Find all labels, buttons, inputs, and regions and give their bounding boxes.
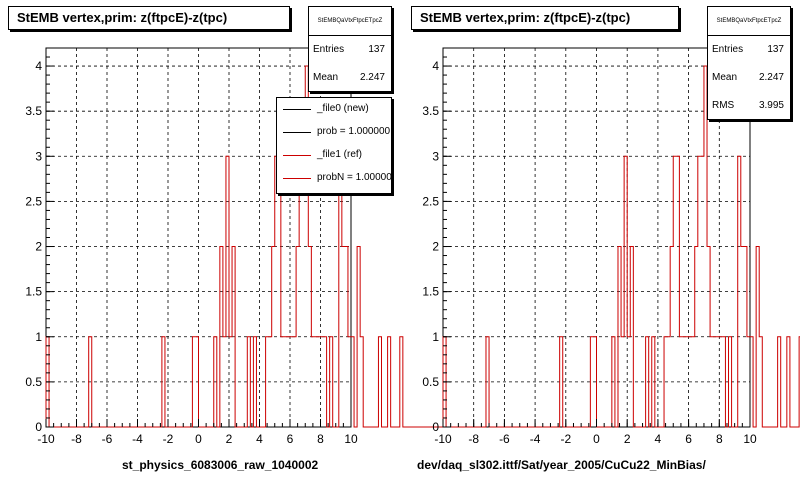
stats-value: 3.995 bbox=[758, 100, 784, 111]
x-tick-label: 0 bbox=[195, 432, 202, 446]
y-tick-label: 3.5 bbox=[422, 104, 439, 118]
x-tick-label: 4 bbox=[655, 432, 662, 446]
y-tick-label: 3 bbox=[35, 149, 42, 163]
legend-swatch bbox=[283, 109, 311, 110]
stats-histogram-name: StEMBQaVtxFtpcETpcZ bbox=[708, 7, 790, 36]
stats-value: 137 bbox=[368, 44, 385, 55]
y-tick-label: 4 bbox=[35, 59, 42, 73]
x-tick-label: 10 bbox=[743, 432, 757, 446]
legend-entry: _file0 (new) bbox=[277, 98, 391, 121]
y-tick-label: 2 bbox=[35, 240, 42, 254]
stats-row-mean: Mean 2.247 bbox=[708, 64, 790, 92]
y-tick-label: 1 bbox=[35, 330, 42, 344]
x-tick-label: 6 bbox=[685, 432, 692, 446]
legend-swatch bbox=[283, 155, 311, 156]
stats-row-entries: Entries 137 bbox=[708, 36, 790, 64]
x-tick-label: 8 bbox=[317, 432, 324, 446]
histogram-series bbox=[442, 65, 800, 428]
y-tick-label: 0 bbox=[35, 420, 42, 434]
chart-title-left: StEMB vertex,prim: z(ftpcE)-z(tpc) bbox=[8, 6, 290, 30]
stats-key: Mean bbox=[313, 72, 339, 83]
y-tick-label: 2.5 bbox=[25, 194, 42, 208]
x-axis-label-left: st_physics_6083006_raw_1040002 bbox=[122, 458, 319, 472]
stats-box-left: StEMBQaVtxFtpcETpcZ Entries 137 Mean 2.2… bbox=[308, 6, 392, 92]
stats-row-entries: Entries 137 bbox=[309, 36, 391, 64]
y-tick-label: 0.5 bbox=[422, 375, 439, 389]
x-tick-label: -6 bbox=[102, 432, 113, 446]
y-tick-label: 4 bbox=[432, 59, 439, 73]
y-tick-label: 0 bbox=[432, 420, 439, 434]
y-tick-label: 3 bbox=[432, 149, 439, 163]
x-tick-label: 4 bbox=[256, 432, 263, 446]
x-tick-label: -10 bbox=[434, 432, 452, 446]
x-tick-label: -6 bbox=[499, 432, 510, 446]
x-tick-label: -10 bbox=[37, 432, 55, 446]
x-tick-label: -8 bbox=[468, 432, 479, 446]
x-tick-label: 6 bbox=[287, 432, 294, 446]
x-tick-label: -2 bbox=[560, 432, 571, 446]
legend-label: _file1 (ref) bbox=[317, 149, 363, 160]
x-tick-label: 2 bbox=[624, 432, 631, 446]
x-tick-label: -2 bbox=[163, 432, 174, 446]
stats-histogram-name: StEMBQaVtxFtpcETpcZ bbox=[309, 7, 391, 36]
stats-key: RMS bbox=[712, 100, 735, 111]
x-tick-label: 10 bbox=[344, 432, 358, 446]
y-tick-label: 2 bbox=[432, 240, 439, 254]
x-tick-label: -4 bbox=[530, 432, 541, 446]
x-tick-label: 8 bbox=[716, 432, 723, 446]
stats-value: 137 bbox=[767, 44, 784, 55]
stats-key: Entries bbox=[313, 44, 345, 55]
x-tick-label: -4 bbox=[132, 432, 143, 446]
stats-key: Entries bbox=[712, 44, 744, 55]
stats-key: Mean bbox=[712, 72, 738, 83]
y-tick-label: 1 bbox=[432, 330, 439, 344]
x-tick-label: 0 bbox=[593, 432, 600, 446]
stats-row-rms: RMS 3.995 bbox=[708, 92, 790, 120]
legend-entry: prob = 1.000000 bbox=[277, 121, 391, 144]
legend-left: _file0 (new) prob = 1.000000 _file1 (ref… bbox=[276, 97, 392, 194]
stats-row-mean: Mean 2.247 bbox=[309, 64, 391, 92]
chart-title-right: StEMB vertex,prim: z(ftpcE)-z(tpc) bbox=[411, 6, 679, 30]
legend-entry: probN = 1.000000 bbox=[277, 167, 391, 190]
x-tick-label: -8 bbox=[71, 432, 82, 446]
y-tick-label: 1.5 bbox=[25, 285, 42, 299]
y-tick-label: 0.5 bbox=[25, 375, 42, 389]
stats-box-right: StEMBQaVtxFtpcETpcZ Entries 137 Mean 2.2… bbox=[707, 6, 791, 120]
legend-label: probN = 1.000000 bbox=[317, 172, 392, 183]
x-axis-label-right: dev/daq_sl302.ittf/Sat/year_2005/CuCu22_… bbox=[417, 458, 706, 472]
legend-entry: _file1 (ref) bbox=[277, 144, 391, 167]
stats-value: 2.247 bbox=[359, 72, 385, 83]
legend-swatch bbox=[283, 178, 311, 179]
x-tick-label: 2 bbox=[226, 432, 233, 446]
y-tick-label: 2.5 bbox=[422, 194, 439, 208]
stats-value: 2.247 bbox=[758, 72, 784, 83]
y-tick-label: 1.5 bbox=[422, 285, 439, 299]
legend-label: prob = 1.000000 bbox=[317, 126, 391, 137]
y-tick-label: 3.5 bbox=[25, 104, 42, 118]
legend-swatch bbox=[283, 132, 311, 133]
legend-label: _file0 (new) bbox=[317, 103, 369, 114]
